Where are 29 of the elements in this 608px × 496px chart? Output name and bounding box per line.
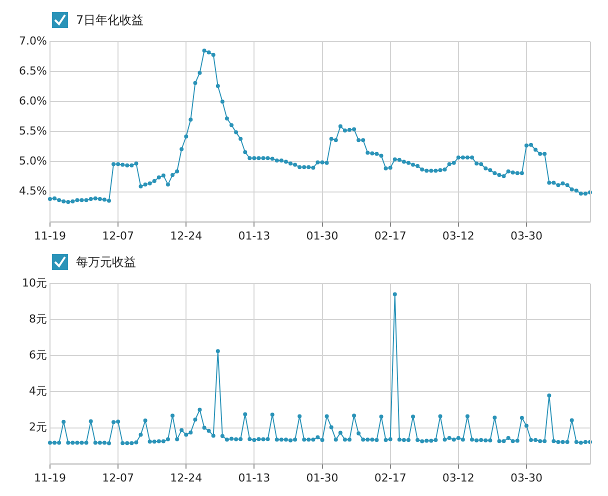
x-tick-label: 03-30 — [510, 229, 542, 242]
x-tick-label: 03-12 — [442, 471, 474, 484]
chart-title: 7日年化收益 — [76, 12, 144, 28]
x-tick-label: 12-24 — [170, 229, 202, 242]
x-tick-label: 11-19 — [34, 471, 66, 484]
chart-title: 每万元收益 — [76, 254, 136, 270]
x-tick-label: 12-07 — [102, 229, 134, 242]
y-tick-label: 8元 — [29, 312, 47, 326]
x-tick-label: 12-24 — [170, 471, 202, 484]
x-tick-label: 11-19 — [34, 229, 66, 242]
x-tick-label: 12-07 — [102, 471, 134, 484]
y-tick-label: 6元 — [29, 348, 47, 362]
y-tick-label: 2元 — [29, 420, 47, 434]
y-tick-label: 5.5% — [19, 124, 47, 138]
y-tick-label: 7.0% — [19, 34, 47, 48]
x-tick-label: 01-13 — [238, 471, 270, 484]
x-tick-label: 01-13 — [238, 229, 270, 242]
x-tick-label: 03-12 — [442, 229, 474, 242]
y-tick-label: 5.0% — [19, 154, 47, 168]
y-tick-label: 6.5% — [19, 64, 47, 78]
y-tick-label: 4元 — [29, 384, 47, 398]
x-tick-label: 03-30 — [510, 471, 542, 484]
x-tick-label: 02-17 — [374, 229, 406, 242]
x-tick-label: 01-30 — [306, 471, 338, 484]
y-tick-label: 10元 — [22, 276, 47, 290]
y-tick-label: 4.5% — [19, 184, 47, 198]
x-tick-label: 01-30 — [306, 229, 338, 242]
x-tick-label: 02-17 — [374, 471, 406, 484]
y-tick-label: 6.0% — [19, 94, 47, 108]
